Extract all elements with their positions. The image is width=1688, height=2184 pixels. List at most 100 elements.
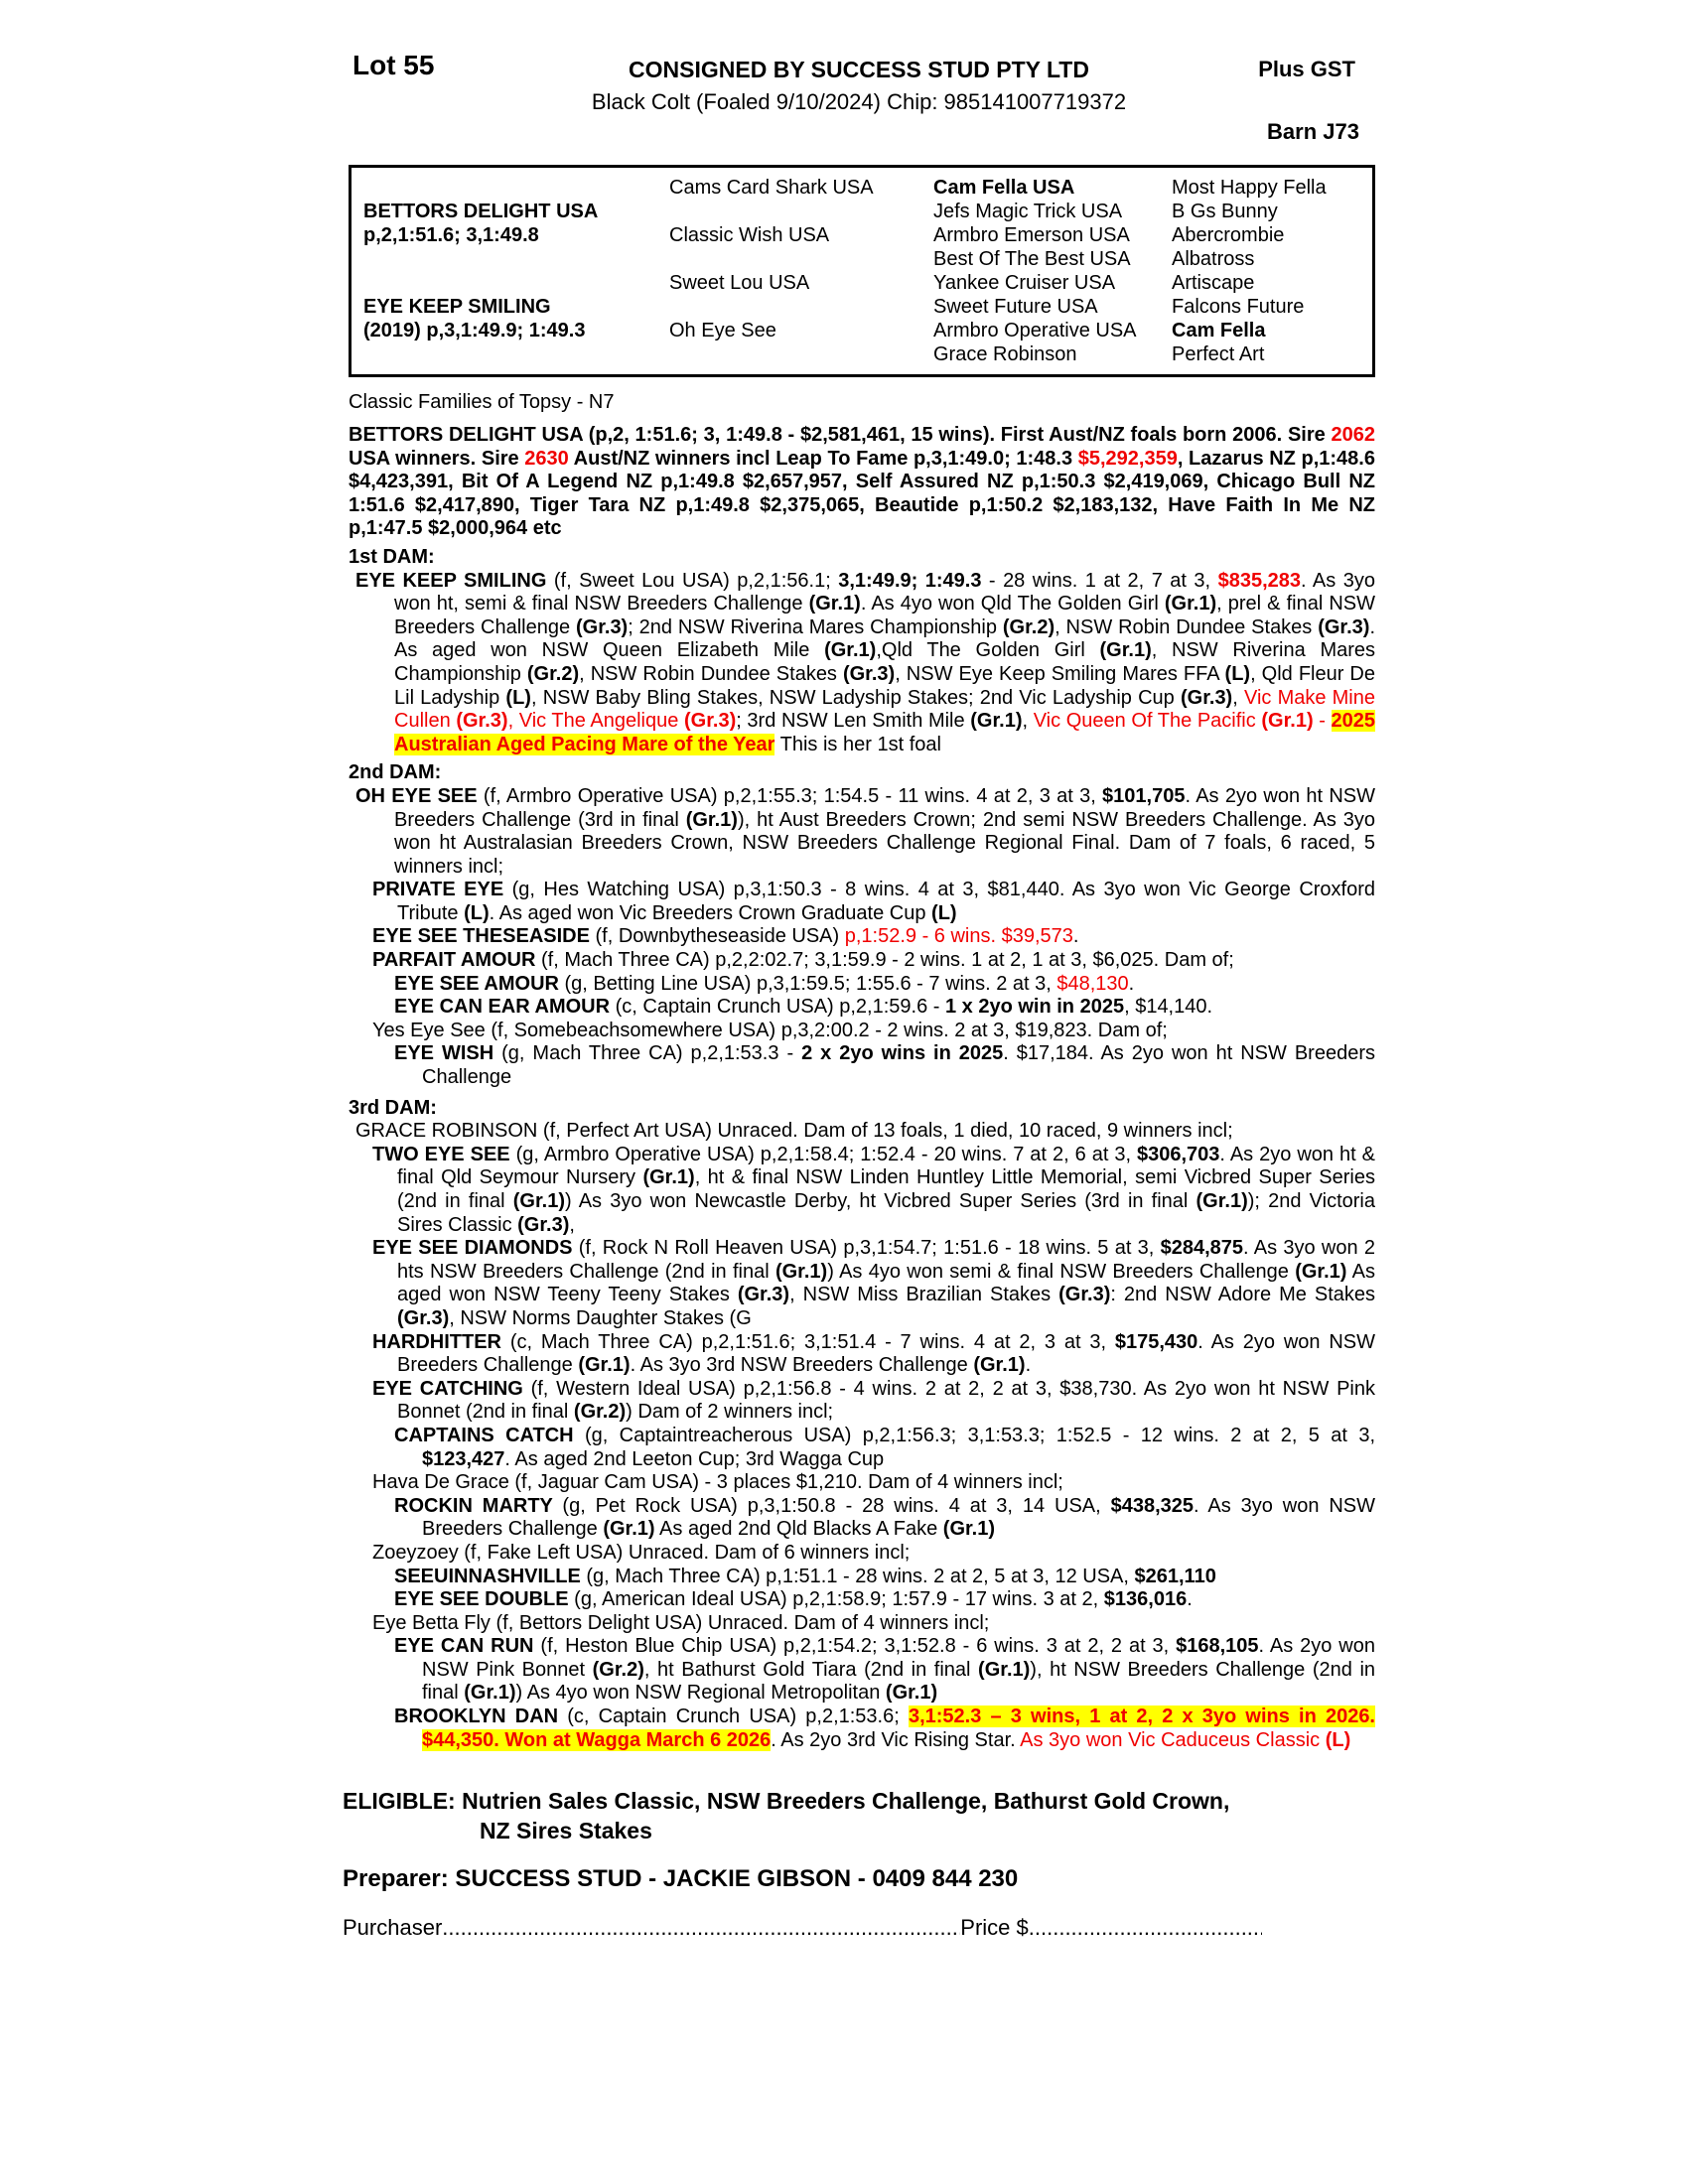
text-run: .	[1187, 1588, 1193, 1611]
entry-oh-eye-see: OH EYE SEE (f, Armbro Operative USA) p,2…	[343, 785, 1375, 879]
text-run: . As 2yo 3rd Vic Rising Star.	[771, 1728, 1021, 1751]
entry-grace-robinson: GRACE ROBINSON (f, Perfect Art USA) Unra…	[343, 1120, 1375, 1144]
text-run: EYE SEE THESEASIDE	[372, 925, 596, 948]
entry-eye-see-amour: EYE SEE AMOUR (g, Betting Line USA) p,3,…	[343, 973, 1375, 997]
text-run: ROCKIN MARTY	[394, 1494, 563, 1517]
consignor-title: CONSIGNED BY SUCCESS STUD PTY LTD	[629, 57, 1089, 82]
entry-eye-see-double: EYE SEE DOUBLE (g, American Ideal USA) p…	[343, 1588, 1375, 1612]
text-run: (Gr.1)	[978, 1658, 1031, 1681]
dam3-heading: 3rd DAM:	[349, 1096, 437, 1119]
text-run: . As 2yo won ht NSW Breeders Challenge (…	[394, 784, 1375, 831]
text-run: $168,105	[1176, 1635, 1259, 1658]
text-run: ), ht NSW Breeders Challenge (2nd in fin…	[422, 1658, 1376, 1705]
entry-zoeyzoey: Zoeyzoey (f, Fake Left USA) Unraced. Dam…	[343, 1542, 1375, 1566]
text-run: , NSW Miss Brazilian Stakes	[789, 1284, 1059, 1306]
text-run: EYE CATCHING	[372, 1377, 531, 1400]
text-run: Hava De Grace (f, Jaguar Cam USA) - 3 pl…	[372, 1471, 1063, 1494]
text-run: , ht Bathurst Gold Tiara (2nd in final	[643, 1658, 979, 1681]
pedigree-gen2-3: Oh Eye See	[669, 320, 776, 341]
entry-private-eye: PRIVATE EYE (g, Hes Watching USA) p,3,1:…	[343, 879, 1375, 925]
pedigree-sire-record: p,2,1:51.6; 3,1:49.8	[363, 224, 539, 246]
text-run: . As aged won NSW Queen Elizabeth Mile	[394, 615, 1375, 662]
pedigree-gen4-7: Perfect Art	[1172, 343, 1265, 365]
text-run: (Gr.1)	[1196, 1190, 1248, 1212]
text-run: . As 3yo 3rd NSW Breeders Challenge	[630, 1354, 974, 1377]
entry-eye-can-run: EYE CAN RUN (f, Heston Blue Chip USA) p,…	[343, 1635, 1375, 1706]
text-run: ) As 4yo won NSW Regional Metropolitan	[515, 1682, 886, 1705]
text-run: -	[1313, 710, 1332, 733]
text-run: (Gr.2)	[526, 662, 580, 685]
entry-parfait-amour: PARFAIT AMOUR (f, Mach Three CA) p,2,2:0…	[343, 949, 1375, 973]
text-run: (Gr.1)	[824, 639, 877, 662]
text-run: . As 3yo won NSW Breeders Challenge	[422, 1494, 1375, 1541]
text-run: (f, Mach Three CA) p,2,2:02.7; 3,1:59.9 …	[541, 949, 1234, 972]
text-run: 1 x 2yo win in 2025	[944, 996, 1125, 1019]
barn-number: Barn J73	[1267, 119, 1359, 144]
text-run: SEEUINNASHVILLE	[394, 1565, 587, 1587]
text-run: (g, Pet Rock USA) p,3,1:50.8 - 28 wins. …	[562, 1494, 1111, 1517]
entry-seeuinnashville: SEEUINNASHVILLE (g, Mach Three CA) p,1:5…	[343, 1566, 1375, 1589]
text-run: (Gr.3)	[397, 1306, 450, 1329]
entry-eye-betta-fly: Eye Betta Fly (f, Bettors Delight USA) U…	[343, 1612, 1375, 1636]
text-run: EYE KEEP SMILING	[355, 569, 554, 592]
text-run: , NSW Norms Daughter Stakes (G	[449, 1306, 752, 1329]
text-run: .	[1025, 1354, 1032, 1377]
text-run: Vic Make Mine Cullen	[394, 686, 1375, 733]
purchaser-label: Purchaser	[343, 1915, 443, 1941]
text-run: $284,875	[1160, 1237, 1244, 1260]
pedigree-dam-record: (2019) p,3,1:49.9; 1:49.3	[363, 320, 586, 341]
text-run: , NSW Eye Keep Smiling Mares FFA	[895, 662, 1225, 685]
text-run: (f, Western Ideal USA) p,2,1:56.8 - 4 wi…	[397, 1377, 1375, 1424]
entry-eye-can-ear-amour: EYE CAN EAR AMOUR (c, Captain Crunch USA…	[343, 996, 1375, 1020]
text-run: (Gr.1)	[512, 1190, 565, 1212]
pedigree-gen3-2: Armbro Emerson USA	[933, 224, 1130, 246]
text-run: (Gr.1)	[685, 808, 738, 831]
text-run: 2 x 2yo wins in 2025	[801, 1042, 1004, 1065]
text-run: (Gr.1)	[642, 1166, 695, 1189]
text-run: HARDHITTER	[372, 1330, 510, 1353]
text-run: ) As 4yo won semi & final NSW Breeders C…	[827, 1260, 1296, 1283]
text-run: . As 2yo won NSW Breeders Challenge	[397, 1330, 1376, 1377]
sire-paragraph: BETTORS DELIGHT USA (p,2, 1:51.6; 3, 1:4…	[349, 424, 1375, 541]
text-run: (Gr.1)	[973, 1354, 1026, 1377]
pedigree-gen2-0: Cams Card Shark USA	[669, 177, 874, 199]
text-run: (Gr.1)	[970, 710, 1023, 733]
pedigree-sire-block: BETTORS DELIGHT USA p,2,1:51.6; 3,1:49.8	[363, 200, 669, 247]
entry-hava-de-grace: Hava De Grace (f, Jaguar Cam USA) - 3 pl…	[343, 1471, 1375, 1495]
text-run: (c, Mach Three CA) p,2,1:51.6; 3,1:51.4 …	[509, 1330, 1115, 1353]
text-run: (L)	[1325, 1728, 1351, 1751]
entry-captains-catch: CAPTAINS CATCH (g, Captaintreacherous US…	[343, 1425, 1375, 1471]
entry-two-eye-see: TWO EYE SEE (g, Armbro Operative USA) p,…	[343, 1144, 1375, 1237]
text-run: . As 3yo won 2 hts NSW Breeders Challeng…	[397, 1237, 1375, 1283]
text-run: (Gr.1)	[942, 1518, 996, 1541]
text-run: $136,016	[1103, 1588, 1188, 1611]
text-run: : 2nd NSW Adore Me Stakes	[1110, 1284, 1376, 1306]
purchaser-line: Purchaser...............................…	[343, 1915, 1375, 1941]
text-run: (g, Captaintreacherous USA) p,2,1:56.3; …	[584, 1424, 1375, 1446]
text-run: 2062	[1331, 424, 1376, 446]
text-run: (L)	[464, 901, 490, 924]
text-run: (g, Hes Watching USA) p,3,1:50.3 - 8 win…	[397, 879, 1376, 924]
pedigree-gen4-3: Albatross	[1172, 248, 1255, 270]
text-run: (L)	[1224, 662, 1251, 685]
text-run: (g, American Ideal USA) p,2,1:58.9; 1:57…	[574, 1588, 1104, 1611]
pedigree-dam-name: EYE KEEP SMILING	[363, 296, 551, 318]
text-run: (Gr.1)	[578, 1354, 631, 1377]
text-run: , NSW Riverina Mares Championship	[394, 639, 1376, 685]
text-run: $835,283	[1217, 569, 1302, 592]
entry-eye-wish: EYE WISH (g, Mach Three CA) p,2,1:53.3 -…	[343, 1042, 1375, 1089]
text-run: Zoeyzoey (f, Fake Left USA) Unraced. Dam…	[372, 1541, 911, 1564]
text-run: . As 2yo won ht & final Qld Seymour Nurs…	[397, 1143, 1376, 1189]
preparer-line: Preparer: SUCCESS STUD - JACKIE GIBSON -…	[343, 1865, 1019, 1893]
text-run: , prel & final NSW Breeders Challenge	[394, 593, 1375, 638]
text-run: (Gr.3)	[1180, 686, 1233, 709]
eligible-line2: NZ Sires Stakes	[480, 1818, 652, 1844]
text-run: Vic Queen Of The Pacific	[1033, 710, 1262, 733]
text-run: (Gr.1)	[774, 1260, 828, 1283]
plus-gst-label: Plus GST	[1258, 57, 1355, 81]
text-run: As aged won NSW Teeny Teeny Stakes	[397, 1260, 1375, 1306]
text-run: . As 3yo won ht, semi & final NSW Breede…	[394, 569, 1375, 615]
pedigree-table: BETTORS DELIGHT USA p,2,1:51.6; 3,1:49.8…	[349, 165, 1375, 377]
text-run: , $14,140.	[1124, 996, 1213, 1019]
eligible-line1: ELIGIBLE: Nutrien Sales Classic, NSW Bre…	[343, 1788, 1230, 1815]
